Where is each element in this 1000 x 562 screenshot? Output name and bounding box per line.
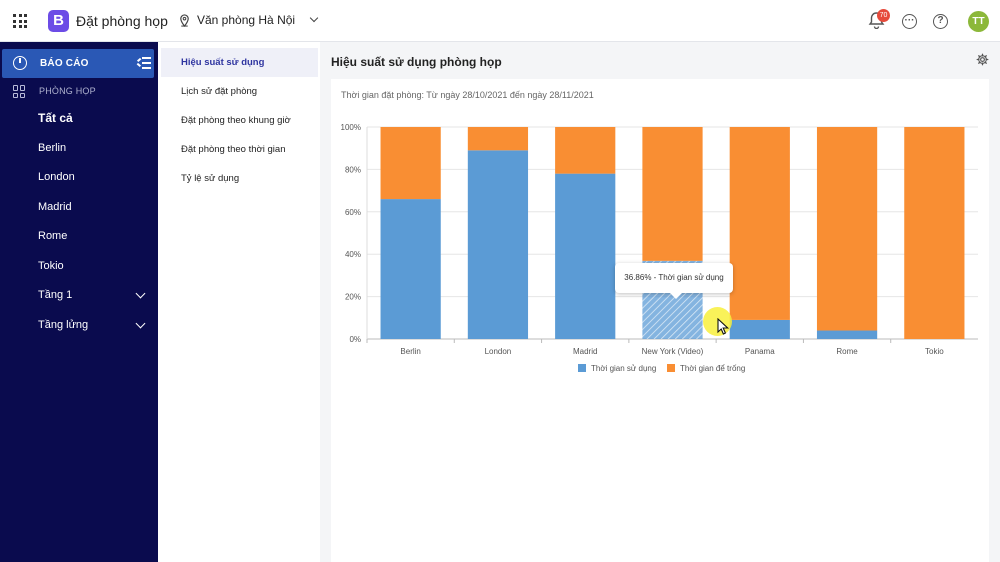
x-tick-label: London: [485, 347, 512, 356]
sidebar-item-madrid[interactable]: Madrid: [38, 201, 72, 213]
legend-label: Thời gian để trống: [680, 364, 745, 373]
notification-badge: 70: [877, 9, 890, 22]
x-tick-label: New York (Video): [642, 347, 704, 356]
bar-free: [380, 127, 441, 200]
bar-free: [729, 127, 790, 320]
sidebar-item-mezzanine[interactable]: Tầng lửng: [38, 319, 89, 331]
bar-used: [816, 330, 878, 339]
report-clock-icon: [13, 56, 27, 70]
y-tick-label: 60%: [345, 208, 361, 217]
submenu-item-usage-rate[interactable]: Tỷ lệ sử dụng: [181, 173, 240, 184]
collapse-menu-icon[interactable]: [136, 57, 151, 69]
chart-tooltip: 36.86% - Thời gian sử dụng: [615, 263, 733, 299]
report-submenu: Hiệu suất sử dụng Lịch sử đặt phòng Đặt …: [158, 42, 320, 562]
office-label: Văn phòng Hà Nội: [197, 13, 296, 27]
office-selector[interactable]: Văn phòng Hà Nội: [178, 13, 319, 27]
avatar[interactable]: TT: [968, 11, 989, 32]
mouse-cursor-icon: [717, 318, 730, 335]
y-tick-label: 100%: [341, 123, 361, 132]
sidebar-section-rooms: PHÒNG HỌP: [39, 86, 96, 96]
bar-free: [555, 127, 616, 174]
legend-label: Thời gian sử dụng: [591, 364, 656, 373]
more-options-icon[interactable]: ···: [902, 14, 917, 29]
bar-used: [555, 173, 616, 339]
x-tick-label: Panama: [745, 347, 775, 356]
x-tick-label: Tokio: [925, 347, 944, 356]
app-title: Đặt phòng họp: [76, 13, 168, 29]
booking-period: Thời gian đặt phòng: Từ ngày 28/10/2021 …: [341, 90, 594, 100]
sidebar-item-all[interactable]: Tất cả: [38, 111, 73, 125]
sidebar: BÁO CÁO PHÒNG HỌP Tất cả Berlin London M…: [0, 42, 158, 562]
y-tick-label: 80%: [345, 165, 361, 174]
usage-chart: 0% 20% 40% 60% 80% 100% Berlin London Madrid New …: [341, 123, 978, 373]
x-tick-label: Madrid: [573, 347, 597, 356]
sidebar-item-tokio[interactable]: Tokio: [38, 260, 64, 272]
help-icon[interactable]: ?: [933, 14, 948, 29]
chevron-down-icon[interactable]: [135, 318, 146, 329]
legend-swatch: [667, 364, 675, 372]
bar-free: [467, 127, 529, 151]
submenu-active-highlight: [161, 48, 318, 77]
rooms-grid-icon: [13, 85, 26, 98]
app-logo: B: [48, 10, 69, 32]
top-bar: B Đặt phòng họp Văn phòng Hà Nội 70 ··· …: [0, 0, 1000, 42]
sidebar-item-floor-1[interactable]: Tầng 1: [38, 289, 73, 301]
submenu-item-booking-history[interactable]: Lịch sử đặt phòng: [181, 86, 258, 97]
x-tick-label: Berlin: [400, 347, 420, 356]
page-title: Hiệu suất sử dụng phòng họp: [331, 55, 502, 69]
submenu-item-booking-by-slot[interactable]: Đặt phòng theo khung giờ: [181, 115, 291, 126]
sidebar-item-berlin[interactable]: Berlin: [38, 142, 67, 154]
sidebar-item-rome[interactable]: Rome: [38, 230, 68, 242]
chevron-down-icon[interactable]: [135, 288, 146, 299]
bar-used: [467, 150, 529, 339]
x-tick-label: Rome: [836, 347, 858, 356]
legend-swatch: [578, 364, 586, 372]
bar-free: [642, 127, 703, 261]
y-tick-label: 20%: [345, 293, 361, 302]
y-tick-label: 40%: [345, 250, 361, 259]
submenu-item-usage-performance[interactable]: Hiệu suất sử dụng: [181, 57, 265, 68]
bar-free: [904, 127, 965, 339]
location-pin-icon: [180, 13, 189, 27]
bar-free: [816, 127, 878, 331]
apps-grid-icon[interactable]: [13, 14, 27, 28]
chevron-down-icon: [309, 13, 319, 23]
bar-used: [380, 199, 441, 339]
gear-icon[interactable]: [976, 53, 989, 66]
bar-used: [729, 319, 790, 339]
sidebar-item-reports[interactable]: BÁO CÁO: [2, 49, 154, 78]
submenu-item-booking-by-time[interactable]: Đặt phòng theo thời gian: [181, 144, 286, 155]
sidebar-item-london[interactable]: London: [38, 171, 75, 183]
y-tick-label: 0%: [349, 335, 361, 344]
sidebar-item-label: BÁO CÁO: [40, 58, 89, 69]
